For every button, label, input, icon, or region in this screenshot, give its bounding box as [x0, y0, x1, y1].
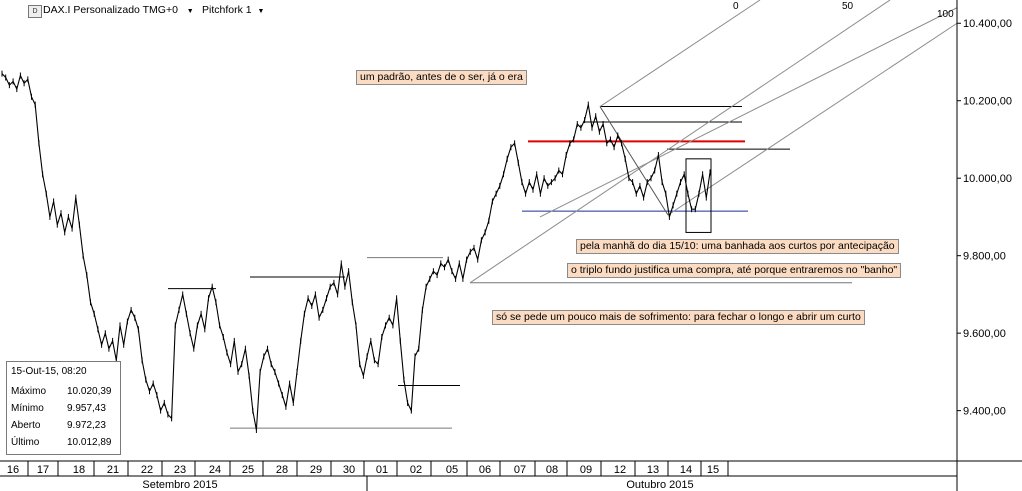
row-label: Aberto — [11, 420, 41, 431]
drawing-tool-selector[interactable]: Pitchfork 1 ▼ — [202, 4, 264, 16]
tool-label: Pitchfork 1 — [202, 4, 252, 16]
data-window-row: Máximo 10.020,39 — [11, 386, 119, 400]
pitchfork-ray — [667, 22, 958, 216]
y-tick-label: 9.400,00 — [963, 406, 1006, 418]
symbol-label: DAX.I Personalizado TMG+0 — [43, 4, 178, 16]
price-series-line — [1, 73, 711, 431]
pitchfork-level-label: 0 — [733, 1, 739, 12]
month-label: Setembro 2015 — [142, 479, 217, 491]
x-tick-label: 23 — [174, 464, 186, 476]
x-tick-label: 07 — [514, 464, 526, 476]
x-tick-label: 28 — [276, 464, 288, 476]
x-tick-label: 08 — [546, 464, 558, 476]
highlight-box — [685, 158, 712, 233]
x-tick-label: 12 — [614, 464, 626, 476]
x-tick-label: 06 — [479, 464, 491, 476]
pitchfork-ray — [539, 7, 958, 218]
data-window: 15-Out-15, 08:20 Máximo 10.020,39 Mínimo… — [6, 361, 121, 455]
x-tick-label: 13 — [647, 464, 659, 476]
symbol-selector[interactable]: DAX.I Personalizado TMG+0 ▼ — [43, 4, 194, 16]
y-tick-label: 10.200,00 — [963, 96, 1012, 108]
row-value: 10.020,39 — [67, 386, 112, 397]
row-value: 10.012,89 — [67, 437, 112, 448]
row-value: 9.957,43 — [67, 403, 106, 414]
data-window-timestamp: 15-Out-15, 08:20 — [11, 366, 87, 377]
x-tick-label: 05 — [446, 464, 458, 476]
row-label: Mínimo — [11, 403, 44, 414]
annotation-note[interactable]: o triplo fundo justifica uma compra, até… — [567, 263, 902, 278]
x-tick-label: 22 — [141, 464, 153, 476]
x-tick-label: 30 — [343, 464, 355, 476]
annotation-note[interactable]: um padrão, antes de o ser, já o era — [356, 70, 527, 85]
data-window-row: Mínimo 9.957,43 — [11, 403, 119, 417]
pitchfork-handle — [599, 106, 669, 216]
pitchfork-level-label: 50 — [842, 1, 854, 12]
pitchfork-ray — [469, 0, 891, 284]
drawing-layer — [168, 0, 958, 429]
chevron-down-icon: ▼ — [257, 8, 265, 15]
chart-symbol-icon[interactable]: D — [28, 5, 42, 18]
x-tick-label: 21 — [107, 464, 119, 476]
annotation-note[interactable]: só se pede um pouco mais de sofrimento: … — [492, 310, 865, 325]
pitchfork-ray — [599, 0, 761, 107]
y-tick-label: 9.600,00 — [963, 328, 1006, 340]
row-label: Último — [11, 437, 40, 448]
chevron-down-icon: ▼ — [186, 8, 194, 15]
annotation-note[interactable]: pela manhã do dia 15/10: uma banhada aos… — [576, 239, 899, 254]
x-tick-label: 24 — [209, 464, 221, 476]
x-tick-label: 09 — [580, 464, 592, 476]
x-tick-label: 14 — [680, 464, 692, 476]
x-tick-label: 18 — [73, 464, 85, 476]
row-label: Máximo — [11, 386, 47, 397]
month-label: Outubro 2015 — [626, 479, 693, 491]
x-tick-label: 02 — [410, 464, 422, 476]
data-window-row: Último 10.012,89 — [11, 437, 119, 451]
x-tick-label: 17 — [37, 464, 49, 476]
y-tick-label: 9.800,00 — [963, 251, 1006, 263]
x-tick-label: 25 — [242, 464, 254, 476]
y-tick-label: 10.000,00 — [963, 173, 1012, 185]
series-layer — [1, 70, 711, 433]
x-tick-label: 16 — [7, 464, 19, 476]
row-value: 9.972,23 — [67, 420, 106, 431]
data-window-row: Aberto 9.972,23 — [11, 420, 119, 434]
x-tick-label: 15 — [707, 464, 719, 476]
y-tick-label: 10.400,00 — [963, 18, 1012, 30]
x-tick-label: 01 — [376, 464, 388, 476]
x-tick-label: 29 — [310, 464, 322, 476]
pitchfork-level-label: 100 — [937, 9, 954, 20]
